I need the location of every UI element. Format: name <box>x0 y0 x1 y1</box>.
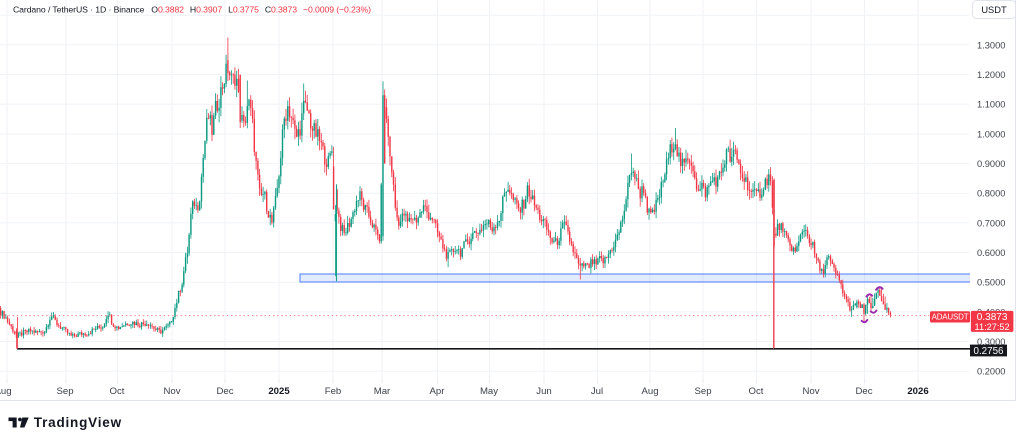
svg-text:Mar: Mar <box>374 386 391 397</box>
svg-text:Aug: Aug <box>0 386 12 397</box>
svg-text:USDT: USDT <box>981 5 1007 15</box>
svg-text:0.3000: 0.3000 <box>977 337 1005 347</box>
svg-text:Jun: Jun <box>536 386 551 397</box>
svg-text:ADAUSDT: ADAUSDT <box>932 313 969 322</box>
svg-text:0.7000: 0.7000 <box>977 218 1005 228</box>
svg-text:11:27:52: 11:27:52 <box>975 322 1010 332</box>
svg-text:0.2000: 0.2000 <box>977 367 1005 377</box>
svg-text:Feb: Feb <box>325 386 342 397</box>
svg-text:Oct: Oct <box>110 386 125 397</box>
svg-text:Aug: Aug <box>641 386 658 397</box>
svg-text:1.0000: 1.0000 <box>977 129 1005 139</box>
svg-text:Dec: Dec <box>855 386 872 397</box>
svg-text:0.5000: 0.5000 <box>977 278 1005 288</box>
svg-text:0.8000: 0.8000 <box>977 189 1005 199</box>
svg-text:0.2756: 0.2756 <box>974 346 1005 357</box>
svg-text:Oct: Oct <box>749 386 764 397</box>
svg-text:1.1000: 1.1000 <box>977 100 1005 110</box>
svg-text:Sep: Sep <box>694 386 711 397</box>
svg-text:Nov: Nov <box>163 386 180 397</box>
svg-text:1.3000: 1.3000 <box>977 40 1005 50</box>
svg-text:Cardano / TetherUS · 1D · Bina: Cardano / TetherUS · 1D · Binance O0.3882… <box>13 5 371 15</box>
svg-text:2026: 2026 <box>907 386 928 397</box>
svg-text:May: May <box>480 386 498 397</box>
svg-text:Jul: Jul <box>591 386 603 397</box>
svg-text:TradingView: TradingView <box>34 415 122 430</box>
svg-text:0.9000: 0.9000 <box>977 159 1005 169</box>
svg-text:Dec: Dec <box>216 386 233 397</box>
svg-text:Apr: Apr <box>430 386 446 397</box>
svg-text:0.3873: 0.3873 <box>977 312 1008 323</box>
svg-text:Nov: Nov <box>802 386 819 397</box>
svg-text:Sep: Sep <box>56 386 73 397</box>
svg-text:1.2000: 1.2000 <box>977 70 1005 80</box>
svg-text:0.6000: 0.6000 <box>977 248 1005 258</box>
svg-text:2025: 2025 <box>268 386 290 397</box>
